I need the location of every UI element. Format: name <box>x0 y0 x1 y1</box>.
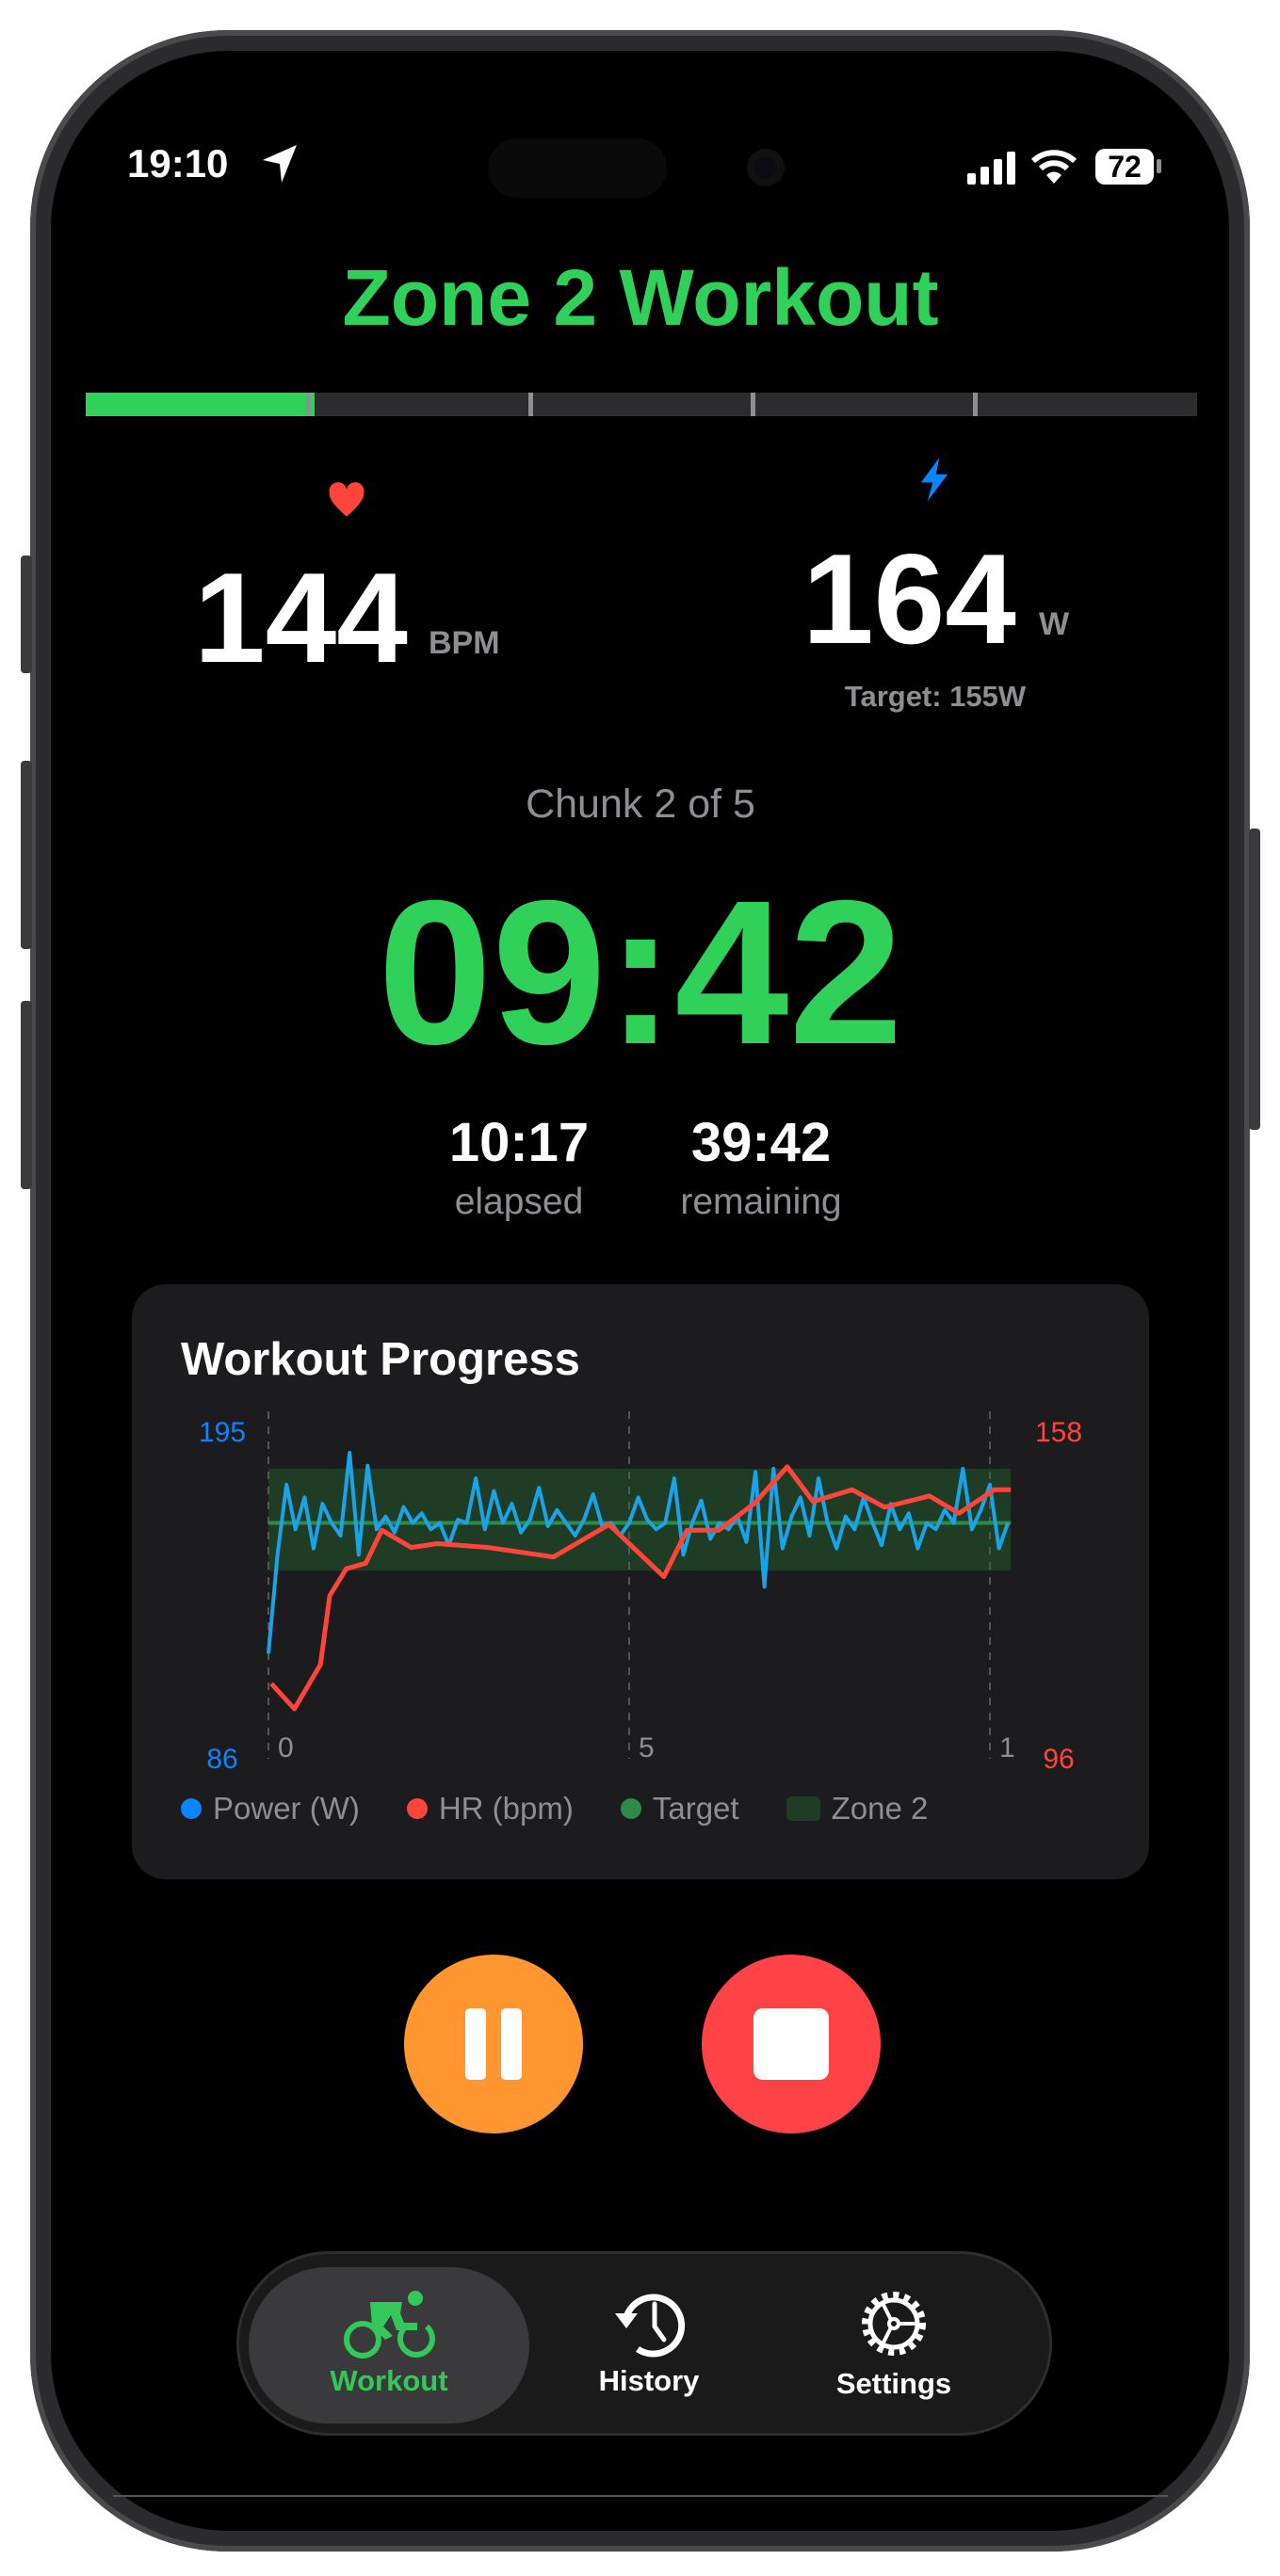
history-clock-icon <box>615 2294 686 2358</box>
battery-cap <box>1157 159 1161 173</box>
tab-label: History <box>598 2364 700 2397</box>
heart-icon <box>329 482 365 517</box>
pause-icon <box>465 2008 522 2080</box>
power-target: Target: 155W <box>844 680 1027 713</box>
side-button <box>1249 829 1260 1130</box>
legend-label: Power (W) <box>213 1791 360 1826</box>
location-arrow-icon <box>263 145 297 183</box>
status-time: 19:10 <box>127 141 229 185</box>
heart-rate-value: 144 <box>194 546 408 689</box>
battery-level: 72 <box>1108 149 1142 184</box>
countdown-timer: 09:42 <box>378 859 903 1087</box>
tab-settings[interactable]: Settings <box>767 2263 1021 2423</box>
y-left-min-label: 86 <box>206 1744 237 1775</box>
chunk-divider <box>528 393 533 416</box>
legend-zone: Zone 2 <box>786 1791 929 1827</box>
workout-chart: 195 86 158 96 0 5 1 <box>199 1411 1082 1775</box>
gear-icon <box>862 2292 926 2356</box>
legend-hr: HR (bpm) <box>406 1791 574 1827</box>
wifi-icon <box>1030 150 1077 184</box>
chunk-divider <box>973 393 978 416</box>
heart-rate-unit: BPM <box>429 625 500 661</box>
legend-target: Target <box>620 1791 739 1827</box>
power-unit: W <box>1039 606 1070 642</box>
x-tick-label: 1 <box>999 1732 1015 1763</box>
legend-label: Zone 2 <box>831 1791 929 1826</box>
volume-down-button <box>21 1001 32 1189</box>
legend-label: Target <box>652 1791 739 1826</box>
legend-swatch <box>620 1798 641 1819</box>
workout-progress-card: Workout Progress 195 86 158 96 0 5 1 Power (W)… <box>132 1284 1149 1879</box>
y-right-max-label: 158 <box>1035 1417 1082 1448</box>
home-indicator <box>113 2495 1168 2497</box>
tab-history[interactable]: History <box>522 2263 776 2423</box>
chunk-progress-bar <box>86 393 1197 416</box>
action-button <box>21 555 32 673</box>
x-tick-label: 5 <box>639 1732 655 1763</box>
pause-button[interactable] <box>404 1955 583 2133</box>
power-value: 164 <box>802 527 1016 670</box>
dynamic-island <box>488 138 667 198</box>
elapsed-time: 10:17 <box>448 1112 590 1173</box>
remaining-label: remaining <box>680 1182 842 1222</box>
cycling-icon <box>344 2291 435 2359</box>
battery-icon: 72 <box>1095 149 1154 185</box>
hr-series-line <box>269 1464 1012 1712</box>
chart-legend: Power (W) HR (bpm) Target Zone 2 <box>181 1791 928 1827</box>
tab-label: Workout <box>330 2364 448 2397</box>
power-series-line <box>267 1451 1010 1654</box>
x-tick-label: 0 <box>278 1732 294 1763</box>
cellular-signal-icon <box>967 152 1015 185</box>
chunk-divider <box>306 393 311 416</box>
bolt-icon <box>920 458 948 501</box>
legend-swatch <box>181 1798 202 1819</box>
y-right-min-label: 96 <box>1043 1744 1074 1775</box>
remaining-time: 39:42 <box>690 1112 832 1173</box>
chunk-label: Chunk 2 of 5 <box>526 781 755 827</box>
chunk-divider <box>751 393 755 416</box>
stop-icon <box>753 2008 829 2080</box>
page-title: Zone 2 Workout <box>342 253 939 342</box>
active-tab-highlight <box>249 2267 529 2423</box>
tab-workout[interactable]: Workout <box>249 2263 529 2423</box>
elapsed-label: elapsed <box>454 1182 584 1222</box>
legend-power: Power (W) <box>181 1791 360 1827</box>
tab-bar: Workout History Settings <box>239 2254 1049 2433</box>
tab-label: Settings <box>835 2367 952 2400</box>
chunk-progress-fill <box>86 393 316 416</box>
legend-swatch <box>786 1796 820 1821</box>
legend-swatch <box>406 1798 428 1819</box>
legend-label: HR (bpm) <box>438 1791 574 1826</box>
volume-up-button <box>21 761 32 949</box>
camera <box>747 149 785 186</box>
chart-title: Workout Progress <box>181 1334 580 1385</box>
stop-button[interactable] <box>702 1955 881 2133</box>
y-left-max-label: 195 <box>199 1417 246 1448</box>
